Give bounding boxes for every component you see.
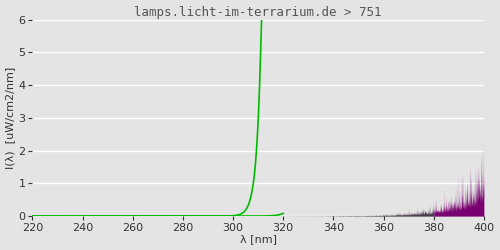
Title: lamps.licht-im-terrarium.de > 751: lamps.licht-im-terrarium.de > 751 (134, 6, 382, 18)
Y-axis label: I(λ)  [uW/cm2/nm]: I(λ) [uW/cm2/nm] (6, 67, 16, 169)
X-axis label: λ [nm]: λ [nm] (240, 234, 277, 244)
